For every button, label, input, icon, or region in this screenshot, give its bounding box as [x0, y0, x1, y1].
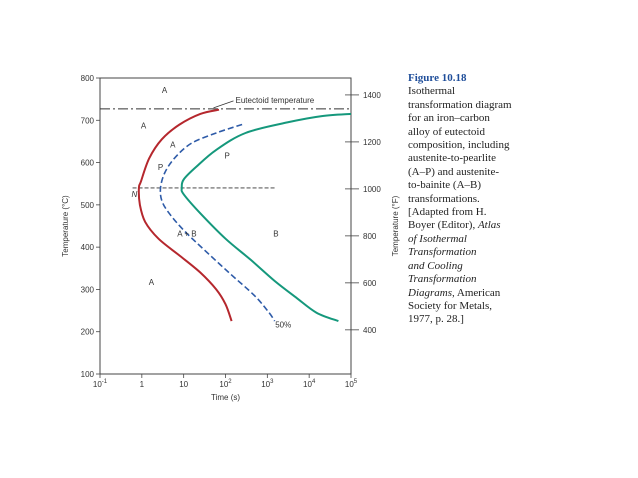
- plot-border: [99, 77, 352, 375]
- y-tick-label: 200: [81, 328, 95, 337]
- caption-line: for an iron–carbon: [408, 112, 490, 125]
- region-label: A: [149, 278, 155, 287]
- y-axis-title: Temperature (°C): [61, 195, 70, 257]
- x-tick-label: 10-1: [93, 379, 108, 389]
- y-right-tick-label: 800: [363, 232, 377, 241]
- y-right-tick-label: 1400: [363, 91, 381, 100]
- n-label: N: [132, 190, 138, 199]
- y-tick-label: 100: [81, 370, 95, 379]
- caption-text: Isothermal transformation diagram for an i…: [408, 85, 536, 326]
- plot-frame: [99, 77, 352, 375]
- y-tick-label: 300: [81, 285, 95, 294]
- caption-line: transformation diagram: [408, 98, 512, 111]
- y-tick-label: 700: [81, 116, 95, 125]
- y-tick-label: 500: [81, 201, 95, 210]
- y-tick-label: 600: [81, 159, 95, 168]
- y-right-tick-label: 400: [363, 326, 377, 335]
- figure-caption: Figure 10.18 Isothermal transformation di…: [408, 72, 536, 327]
- x-tick-label: 104: [303, 379, 316, 389]
- region-label: 50%: [275, 320, 291, 329]
- y-right-tick-label: 1200: [363, 138, 381, 147]
- caption-line: Isothermal: [408, 85, 456, 98]
- caption-line: austenite-to-pearlite: [408, 152, 496, 165]
- caption-line: and Cooling: [408, 259, 463, 272]
- region-label: A: [141, 122, 147, 131]
- caption-line: [Adapted from H.: [408, 206, 487, 219]
- region-labels: A A A P A P A + B B 50%: [141, 86, 291, 330]
- caption-line: to-bainite (A–B): [408, 179, 482, 192]
- caption-line: Transformation: [408, 273, 477, 286]
- figure-label: Figure 10.18: [408, 72, 467, 84]
- axis-ticks: 100 200 300 400 500 600 700 800 400 600 800 1000 120…: [81, 74, 382, 389]
- y-axis-right-title: Temperature (°F): [391, 195, 400, 256]
- x-tick-label: 1: [140, 380, 145, 389]
- region-label: P: [158, 163, 163, 172]
- caption-line: 1977, p. 28.]: [408, 313, 464, 326]
- eutectoid-label: Eutectoid temperature: [236, 96, 315, 105]
- y-right-tick-label: 1000: [363, 185, 381, 194]
- caption-line: composition, including: [408, 139, 510, 152]
- y-tick-label: 800: [81, 74, 95, 83]
- x-tick-label: 10: [179, 380, 188, 389]
- caption-line: Boyer (Editor), Atlas: [408, 219, 501, 232]
- caption-line: Society for Metals,: [408, 299, 493, 312]
- x-tick-label: 103: [261, 379, 274, 389]
- caption-line: Diagrams, American: [408, 286, 501, 299]
- y-right-tick-label: 600: [363, 279, 377, 288]
- x-tick-label: 102: [219, 379, 232, 389]
- region-label: A: [170, 140, 176, 149]
- x-axis-title: Time (s): [211, 393, 240, 402]
- caption-line: (A–P) and austenite-: [408, 165, 500, 178]
- y-tick-label: 400: [81, 243, 95, 252]
- region-label: P: [225, 151, 230, 160]
- caption-line: alloy of eutectoid: [408, 125, 485, 138]
- caption-line: of Isothermal: [408, 232, 467, 245]
- caption-line: Transformation: [408, 246, 477, 259]
- curve-start: [137, 108, 233, 322]
- curve-completion: [180, 112, 352, 323]
- region-label: A: [162, 86, 168, 95]
- curve-50-dashed: [159, 123, 276, 322]
- region-label: A + B: [177, 230, 196, 239]
- x-tick-label: 105: [345, 379, 358, 389]
- reference-lines: [100, 100, 351, 189]
- region-label: B: [273, 230, 278, 239]
- caption-line: transformations.: [408, 192, 480, 205]
- transformation-curves: [137, 108, 352, 323]
- eutectoid-leader: [213, 100, 234, 109]
